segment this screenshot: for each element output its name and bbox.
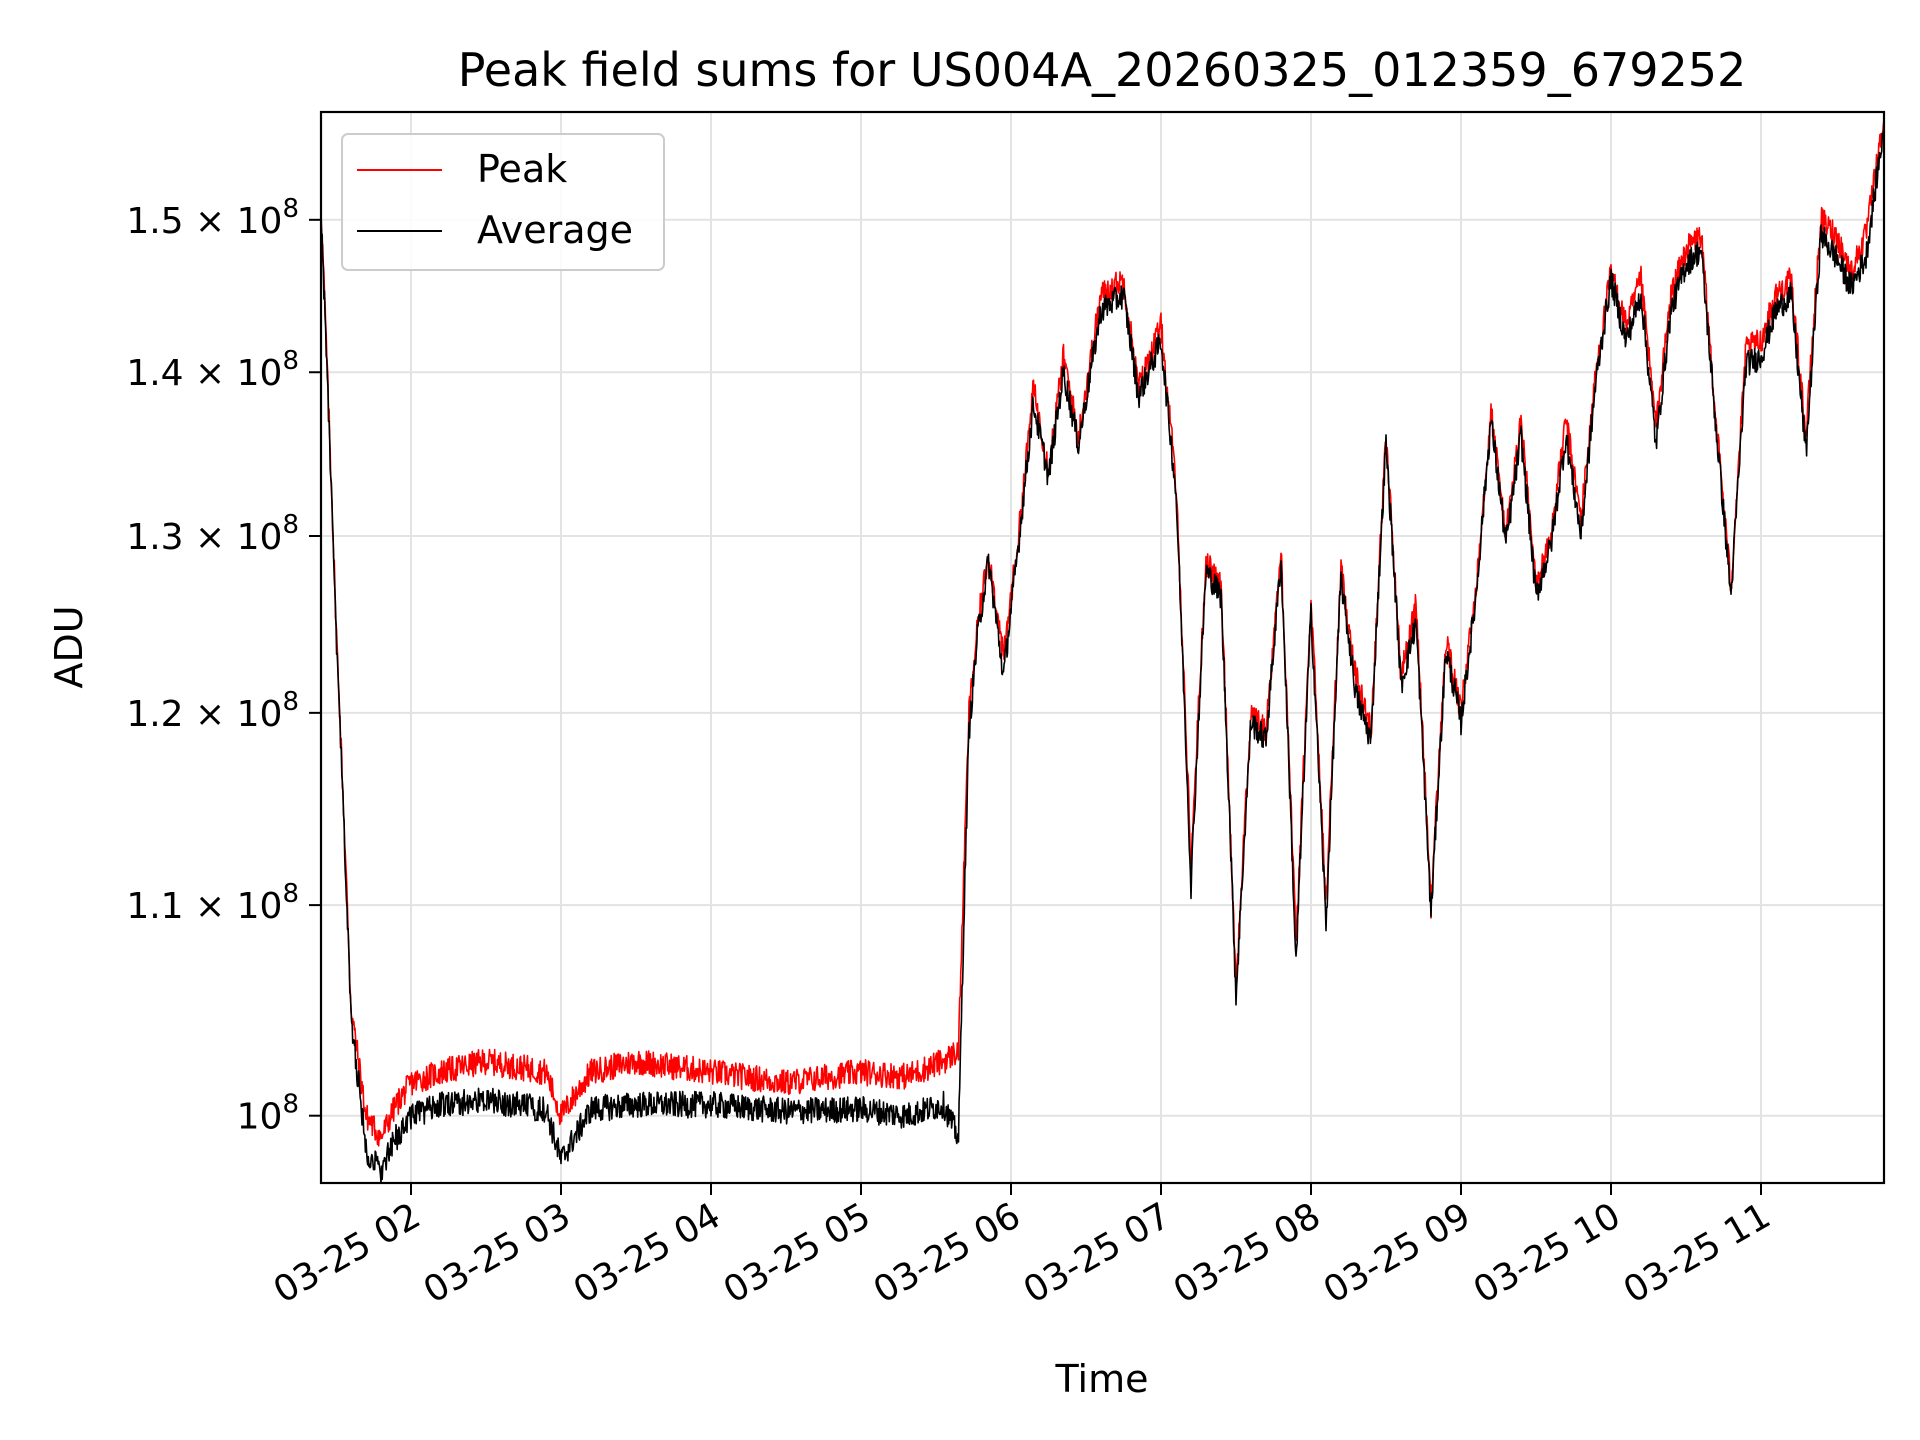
chart-title: Peak field sums for US004A_20260325_0123…	[458, 43, 1747, 97]
y-tick-label: 1.5 × 108	[126, 194, 299, 242]
legend: Peak Average	[341, 133, 665, 271]
legend-peak-label: Peak	[477, 147, 567, 191]
legend-box	[341, 133, 665, 271]
series-lines	[320, 118, 1885, 1184]
y-tick-label: 1.2 × 108	[126, 687, 299, 735]
series-line-average	[320, 126, 1885, 1184]
y-tick-label: 1.1 × 108	[126, 879, 299, 927]
series-line-peak	[320, 118, 1885, 1147]
legend-average-label: Average	[477, 208, 633, 252]
y-axis-label: ADU	[47, 605, 91, 688]
x-axis-label: Time	[1055, 1357, 1149, 1401]
y-tick-label: 1.4 × 108	[126, 346, 299, 394]
y-tick-label: 1.3 × 108	[126, 510, 299, 558]
plot-frame	[319, 110, 1886, 1185]
